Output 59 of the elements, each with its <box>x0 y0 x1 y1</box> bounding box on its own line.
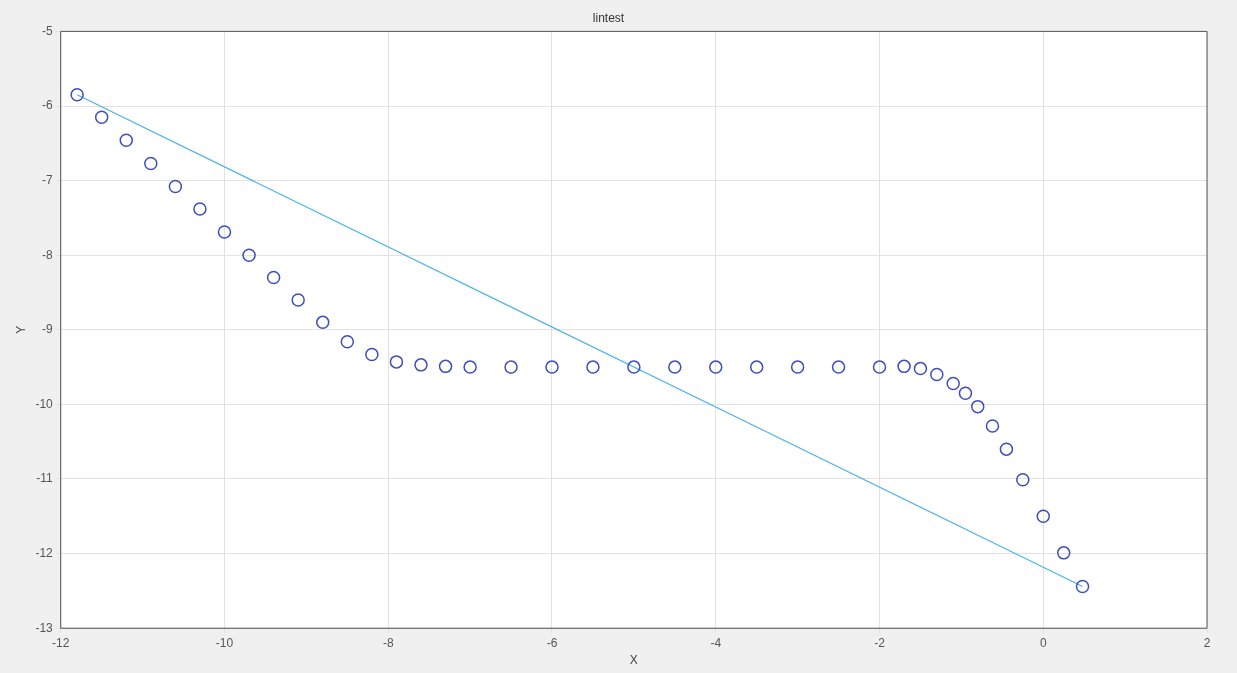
point <box>291 293 305 307</box>
point <box>266 270 281 285</box>
point <box>70 88 84 102</box>
point <box>999 442 1014 456</box>
x-tick-label: 0 <box>1039 635 1047 650</box>
point <box>340 334 355 349</box>
point <box>946 376 960 391</box>
point <box>365 347 379 362</box>
point <box>971 399 985 414</box>
y-axis-title: Y <box>13 325 28 334</box>
point <box>790 360 805 374</box>
y-tick-label: -7 <box>42 172 54 187</box>
x-axis-title: X <box>629 653 638 668</box>
point <box>144 156 158 171</box>
point <box>414 358 428 372</box>
point <box>586 360 600 374</box>
y-tick-label: -12 <box>35 545 54 560</box>
y-tick-label: -9 <box>42 322 54 337</box>
x-tick-label: -12 <box>52 635 70 650</box>
point <box>1056 546 1071 560</box>
x-tick-label: -8 <box>382 635 394 650</box>
point <box>94 110 109 124</box>
point <box>709 360 723 374</box>
point <box>504 360 518 374</box>
point <box>627 360 641 374</box>
point <box>217 225 232 239</box>
point <box>389 355 404 369</box>
point <box>913 361 928 376</box>
point <box>545 360 559 374</box>
point <box>242 248 256 262</box>
y-tick-label: -8 <box>42 247 54 262</box>
x-tick-label: -4 <box>710 635 722 650</box>
point <box>897 359 911 374</box>
point <box>930 367 944 382</box>
point <box>316 315 330 330</box>
point <box>1075 579 1090 594</box>
point <box>438 359 453 374</box>
y-tick-label: -6 <box>42 98 54 113</box>
point <box>119 133 133 148</box>
point <box>463 360 477 374</box>
x-tick-label: 2 <box>1203 635 1211 650</box>
point <box>168 179 183 194</box>
x-tick-label: -2 <box>874 635 886 650</box>
y-tick-label: -13 <box>35 620 54 635</box>
y-tick-label: -10 <box>35 396 54 411</box>
point <box>1036 509 1050 524</box>
point <box>958 386 973 400</box>
point <box>749 360 764 374</box>
point <box>872 360 887 374</box>
point <box>193 202 207 216</box>
y-tick-label: -11 <box>36 471 54 486</box>
chart-title: lintest <box>592 10 625 25</box>
x-tick-label: -10 <box>215 635 234 650</box>
point <box>1016 473 1030 487</box>
x-tick-label: -6 <box>546 635 558 650</box>
point <box>985 419 1000 433</box>
point <box>668 360 682 374</box>
y-tick-label: -5 <box>42 23 54 38</box>
point <box>831 360 846 374</box>
